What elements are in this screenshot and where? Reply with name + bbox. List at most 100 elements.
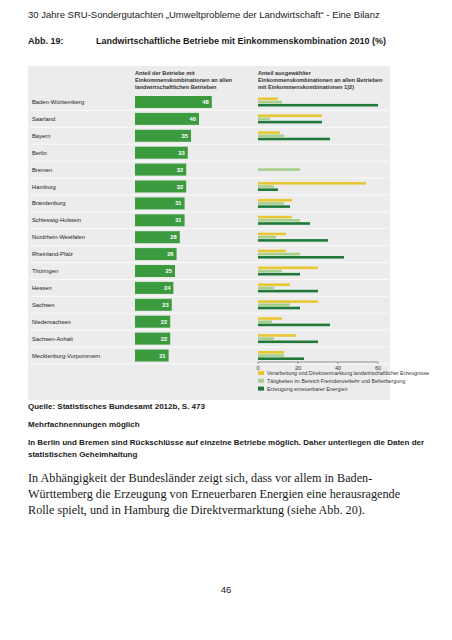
bar xyxy=(258,114,322,117)
bar xyxy=(258,216,292,219)
tick xyxy=(338,362,339,364)
bar xyxy=(135,248,177,260)
bar xyxy=(258,233,286,236)
bar xyxy=(258,337,274,340)
tick xyxy=(258,362,259,364)
bar xyxy=(258,334,296,337)
data-label: 22 xyxy=(161,336,167,342)
data-label: 23 xyxy=(162,302,169,308)
row-separator xyxy=(30,313,388,314)
bar xyxy=(258,239,328,242)
category-label: Saarland xyxy=(32,116,55,122)
bar xyxy=(258,222,310,225)
category-label: Bremen xyxy=(32,167,52,173)
row-separator xyxy=(30,347,388,348)
bar xyxy=(258,283,290,286)
bar xyxy=(258,341,318,344)
bar xyxy=(258,131,280,134)
bar xyxy=(258,300,318,303)
bar xyxy=(258,121,322,124)
category-label: Berlin xyxy=(32,150,47,156)
data-label: 32 xyxy=(177,184,183,190)
bar xyxy=(258,354,284,357)
page-number: 46 xyxy=(0,584,452,595)
bar xyxy=(258,307,300,310)
legend-swatch xyxy=(258,379,264,383)
bar xyxy=(258,138,330,141)
data-label: 24 xyxy=(164,285,171,291)
bar xyxy=(135,214,185,226)
legend-label: Erzeugung erneuerbarer Energien xyxy=(267,386,347,392)
tick-label: 0 xyxy=(256,365,259,371)
bar xyxy=(258,101,282,104)
bar xyxy=(258,199,292,202)
data-label: 26 xyxy=(167,251,174,257)
category-label: Hamburg xyxy=(32,184,56,190)
data-label: 28 xyxy=(170,234,177,240)
bar xyxy=(258,253,300,256)
bar xyxy=(258,320,272,323)
category-label: Thüringen xyxy=(32,268,58,274)
category-label: Schleswig-Holstein xyxy=(32,217,81,223)
row-separator xyxy=(30,296,388,297)
bar xyxy=(258,324,330,327)
bar xyxy=(258,188,278,191)
bar xyxy=(135,265,175,277)
legend-label: Verarbeitung und Direktvermarktung landw… xyxy=(267,370,429,376)
bar xyxy=(258,256,344,259)
bar xyxy=(135,147,188,159)
row-separator xyxy=(30,161,388,162)
category-label: Hessen xyxy=(32,285,52,291)
bar xyxy=(258,351,284,354)
left-labels: Baden-Württemberg48Saarland40Bayern35Ber… xyxy=(32,99,210,359)
legend-label: Tätigkeiten im Bereich Fremdenverkehr un… xyxy=(267,378,405,384)
bar xyxy=(258,290,318,293)
footnote: Mehrfachnennungen möglich xyxy=(28,420,140,429)
bar xyxy=(135,333,170,345)
figure-title: Landwirtschaftliche Betriebe mit Einkomm… xyxy=(96,36,386,46)
chart-svg: Baden-Württemberg48Saarland40Bayern35Ber… xyxy=(0,0,452,640)
bar xyxy=(258,118,270,121)
category-label: Nordrhein-Westfalen xyxy=(32,234,85,240)
page: 30 Jahre SRU-Sondergutachten „Umweltprob… xyxy=(0,0,452,640)
bar xyxy=(135,350,169,362)
bar xyxy=(258,236,276,239)
bar xyxy=(135,282,173,294)
bar xyxy=(258,317,282,320)
bar xyxy=(258,304,290,307)
bar xyxy=(258,98,278,101)
data-label: 21 xyxy=(159,353,166,359)
bar xyxy=(258,182,366,185)
bar xyxy=(135,96,212,108)
category-label: Baden-Württemberg xyxy=(32,99,84,105)
bar xyxy=(135,231,180,243)
bar xyxy=(258,168,300,171)
bar xyxy=(258,205,290,208)
data-label: 33 xyxy=(178,150,185,156)
bar xyxy=(135,299,172,311)
bar xyxy=(135,130,191,142)
category-label: Rheinland-Pfalz xyxy=(32,251,73,257)
bar xyxy=(258,287,274,290)
data-label: 25 xyxy=(166,268,173,274)
tick xyxy=(298,362,299,364)
x-axis xyxy=(258,362,378,363)
body-text: In Abhängigkeit der Bundesländer zeigt s… xyxy=(28,470,428,518)
bar xyxy=(135,181,186,193)
left-bars xyxy=(135,96,212,362)
row-separator xyxy=(30,228,388,229)
panel-title: Anteil der Betriebe mit Einkommenskombin… xyxy=(135,70,253,91)
bar xyxy=(258,273,300,276)
bar xyxy=(258,267,318,270)
right-bars xyxy=(258,98,378,361)
data-label: 48 xyxy=(202,99,209,105)
data-label: 35 xyxy=(182,133,189,139)
row-separator xyxy=(30,262,388,263)
row-separator xyxy=(30,211,388,212)
row-separator xyxy=(30,194,388,195)
bar xyxy=(135,113,199,125)
running-header: 30 Jahre SRU-Sondergutachten „Umweltprob… xyxy=(28,9,380,20)
data-label: 22 xyxy=(161,319,167,325)
data-label: 31 xyxy=(175,217,182,223)
row-separator xyxy=(30,110,388,111)
